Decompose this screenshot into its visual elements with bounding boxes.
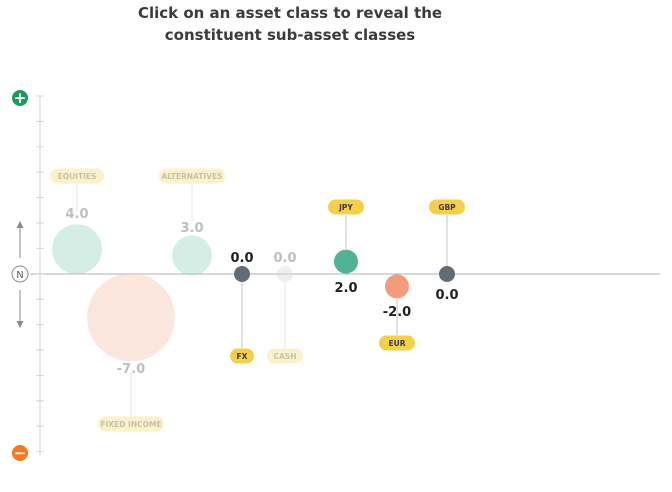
asset-jpy-label: JPY [338, 203, 353, 212]
asset-fx-label: FX [237, 352, 248, 361]
asset-alternatives-value: 3.0 [180, 221, 203, 236]
page-title: Click on an asset class to reveal the co… [0, 2, 580, 46]
title-line-2: constituent sub-asset classes [164, 26, 416, 44]
asset-alternatives-label: ALTERNATIVES [161, 172, 222, 181]
asset-jpy[interactable]: JPY 2.0 [328, 199, 364, 297]
asset-equities[interactable]: EQUITIES 4.0 [50, 168, 104, 275]
asset-equities-label: EQUITIES [58, 172, 97, 181]
asset-alternatives-pill[interactable] [159, 168, 225, 184]
chart-points: EQUITIES 4.0 FIXED INCOME -7.0 ALTERNATIVES 3… [50, 168, 465, 432]
plus-symbol: + [14, 89, 27, 107]
asset-eur-label: EUR [389, 339, 406, 348]
asset-equities-pill[interactable] [50, 168, 104, 184]
asset-gbp-bubble[interactable] [439, 266, 455, 282]
asset-jpy-value: 2.0 [334, 281, 357, 296]
asset-gbp[interactable]: GBP 0.0 [429, 199, 465, 304]
up-arrowhead-icon [16, 221, 24, 228]
asset-fx[interactable]: FX 0.0 [230, 251, 254, 364]
asset-cash-value: 0.0 [273, 251, 296, 266]
asset-eur[interactable]: EUR -2.0 [379, 274, 415, 351]
asset-fx-bubble[interactable] [234, 266, 250, 282]
minus-symbol: − [14, 444, 27, 462]
axis-ticks [36, 95, 44, 453]
asset-fixed-income-pill[interactable] [98, 416, 164, 432]
asset-fixed-income[interactable]: FIXED INCOME -7.0 [87, 273, 175, 432]
minus-icon [12, 445, 28, 461]
asset-gbp-value: 0.0 [435, 288, 458, 303]
asset-fixed-income-bubble[interactable] [87, 273, 175, 362]
asset-fx-value: 0.0 [230, 251, 253, 266]
asset-eur-bubble[interactable] [385, 274, 409, 299]
asset-gbp-pill[interactable] [429, 199, 465, 215]
asset-fx-pill[interactable] [230, 348, 254, 364]
asset-equities-bubble[interactable] [52, 224, 102, 275]
asset-cash[interactable]: CASH 0.0 [267, 251, 303, 364]
asset-cash-bubble[interactable] [277, 266, 293, 282]
asset-cash-label: CASH [274, 352, 297, 361]
asset-equities-value: 4.0 [65, 207, 88, 222]
chart-axis: + N − [11, 89, 660, 462]
asset-jpy-bubble[interactable] [334, 249, 358, 274]
down-arrowhead-icon [16, 321, 24, 328]
asset-alternatives-bubble[interactable] [172, 235, 212, 276]
neutral-label: N [16, 270, 23, 281]
asset-eur-pill[interactable] [379, 335, 415, 351]
asset-fixed-income-value: -7.0 [117, 362, 145, 377]
asset-gbp-label: GBP [438, 203, 456, 212]
neutral-icon [11, 265, 29, 283]
asset-alternatives[interactable]: ALTERNATIVES 3.0 [159, 168, 225, 276]
asset-jpy-pill[interactable] [328, 199, 364, 215]
asset-eur-value: -2.0 [383, 305, 411, 320]
asset-fixed-income-label: FIXED INCOME [100, 420, 161, 429]
plus-icon [12, 90, 28, 106]
title-line-1: Click on an asset class to reveal the [137, 4, 443, 22]
asset-cash-pill[interactable] [267, 348, 303, 364]
